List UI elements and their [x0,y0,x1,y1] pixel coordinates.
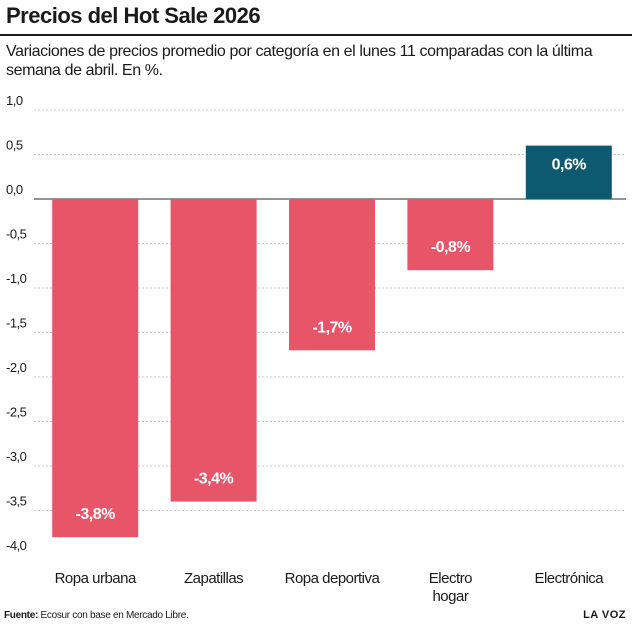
category-label: Zapatillas [184,570,243,587]
chart-subtitle: Variaciones de precios promedio por cate… [6,43,593,79]
chart-title: Precios del Hot Sale 2026 [6,3,261,28]
y-tick-label: -3,5 [6,494,27,509]
y-tick-label: 0,5 [6,138,23,153]
source-note: Fuente: Ecosur con base en Mercado Libre… [4,610,189,621]
data-label: -3,8% [76,506,116,523]
y-tick-label: -4,0 [6,538,27,553]
y-tick-label: -2,0 [6,360,27,375]
y-tick-label: -2,5 [6,405,27,420]
bar [52,199,139,538]
bar [289,199,375,351]
y-tick-label: -0,5 [6,227,27,242]
category-label: Ropa deportiva [285,570,381,587]
category-label: hogar [432,588,468,605]
category-label: Electrónica [534,570,604,587]
source-label: Fuente: [4,610,39,621]
y-tick-label: 0,0 [6,182,23,197]
bar [525,145,612,199]
data-label: -0,8% [431,239,471,256]
bar [170,199,257,502]
data-label: -1,7% [312,319,352,336]
y-tick-label: -1,0 [6,271,27,286]
y-tick-label: -3,0 [6,449,27,464]
title-divider [0,34,632,36]
source-text: Ecosur con base en Mercado Libre. [40,610,189,621]
category-label: Electro [429,570,472,587]
data-label: 0,6% [552,157,587,174]
category-label: Ropa urbana [55,570,137,587]
y-tick-label: -1,5 [6,316,27,331]
y-tick-label: 1,0 [6,93,23,108]
bar [407,199,494,271]
data-label: -3,4% [194,471,234,488]
brand-logo: LA VOZ [583,609,626,621]
